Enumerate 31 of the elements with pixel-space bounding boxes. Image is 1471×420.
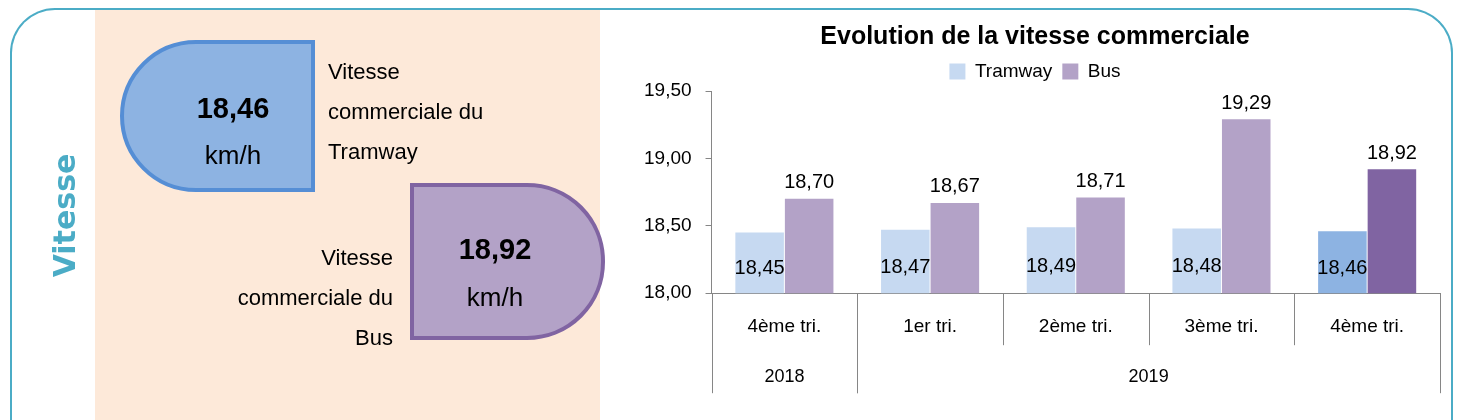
data-label: 19,29 — [1221, 90, 1272, 113]
y-tick-label: 18,00 — [644, 281, 692, 303]
text: km/h — [465, 282, 525, 313]
text: km/h — [203, 140, 263, 171]
text: Vitesse commerciale du Bus — [236, 244, 393, 352]
data-label: 18,92 — [1366, 140, 1417, 163]
data-label: 18,71 — [1075, 169, 1126, 192]
text: 18,46 — [195, 92, 271, 125]
y-tick-label: 19,00 — [644, 146, 692, 168]
text: Vitesse commerciale du Tramway — [328, 58, 485, 166]
x-tick-label: 4ème tri. — [747, 314, 822, 336]
data-label: 18,49 — [1025, 253, 1077, 276]
y-tick-label: 18,50 — [644, 214, 692, 236]
legend-label: Bus — [1087, 59, 1121, 81]
chart-title: Evolution de la vitesse commerciale — [820, 20, 1250, 49]
x-tick-label: 1er tri. — [903, 314, 958, 336]
data-label: 18,45 — [734, 256, 785, 279]
data-label: 18,48 — [1171, 254, 1222, 277]
data-label: 18,70 — [784, 170, 835, 193]
x-tick-label: 2ème tri. — [1038, 314, 1113, 336]
x-tick-label: 3ème tri. — [1184, 314, 1259, 336]
data-label: 18,47 — [880, 255, 931, 278]
y-tick-label: 19,50 — [644, 79, 692, 101]
text: Vitesse — [47, 153, 83, 277]
data-label: 18,46 — [1317, 255, 1368, 278]
text: 2019 — [1128, 366, 1169, 387]
text: 2018 — [764, 366, 805, 387]
legend-label: Tramway — [974, 59, 1053, 81]
text: 18,92 — [457, 233, 533, 266]
x-tick-label: 4ème tri. — [1330, 314, 1405, 336]
data-label: 18,67 — [929, 174, 980, 197]
